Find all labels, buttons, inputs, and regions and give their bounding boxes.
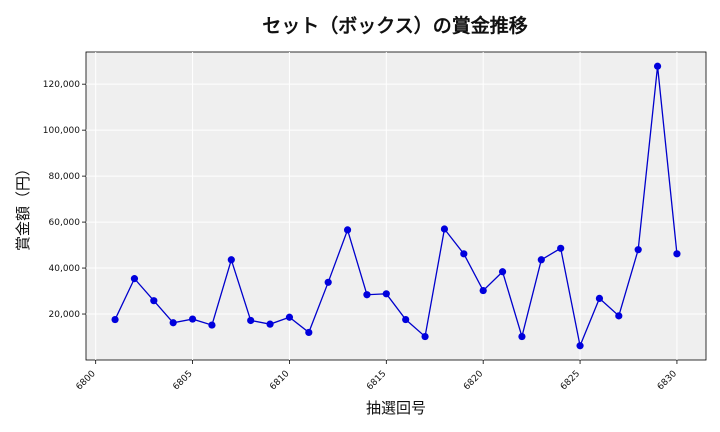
data-point [285, 313, 294, 321]
data-point [557, 244, 565, 252]
y-tick-label: 20,000 [49, 310, 81, 320]
data-point [111, 315, 119, 324]
x-axis-label: 抽選回号 [366, 399, 426, 417]
data-point [363, 291, 371, 299]
x-tick-label: 6800 [75, 369, 98, 392]
data-point [324, 278, 332, 286]
y-tick-label: 60,000 [49, 218, 81, 228]
y-tick-label: 80,000 [49, 172, 81, 182]
data-point [595, 294, 604, 302]
data-point [537, 256, 545, 264]
data-point [150, 297, 158, 305]
x-tick-label: 6830 [656, 369, 679, 392]
chart-title: セット（ボックス）の賞金推移 [262, 14, 527, 37]
data-point [305, 328, 313, 337]
data-point [576, 342, 584, 350]
x-tick-label: 6820 [462, 369, 485, 392]
data-point [421, 332, 429, 341]
data-point [188, 315, 197, 323]
data-point [615, 312, 623, 320]
x-tick-label: 6815 [365, 369, 388, 392]
data-point [208, 321, 216, 329]
y-tick-label: 100,000 [43, 126, 80, 136]
data-point [227, 256, 235, 264]
y-axis-label: 賞金額（円） [14, 161, 32, 251]
data-point [343, 226, 352, 234]
y-tick-label: 120,000 [43, 80, 80, 90]
data-point [382, 290, 390, 298]
data-point [460, 250, 468, 258]
data-point [498, 268, 507, 276]
data-point [479, 286, 487, 295]
data-point [247, 316, 255, 325]
data-point [440, 225, 449, 233]
data-point [518, 332, 526, 341]
data-point [673, 250, 681, 258]
data-point [634, 246, 642, 254]
data-point [653, 62, 662, 70]
data-point [169, 319, 177, 327]
y-tick-label: 40,000 [49, 264, 81, 274]
plot-area [85, 51, 707, 361]
data-point [130, 275, 139, 283]
data-point [266, 320, 274, 328]
series-line [111, 62, 681, 350]
grid-lines [86, 52, 706, 360]
x-tick-label: 6805 [171, 369, 194, 392]
data-point [402, 315, 410, 324]
x-tick-label: 6810 [268, 369, 291, 392]
x-tick-label: 6825 [559, 369, 582, 392]
